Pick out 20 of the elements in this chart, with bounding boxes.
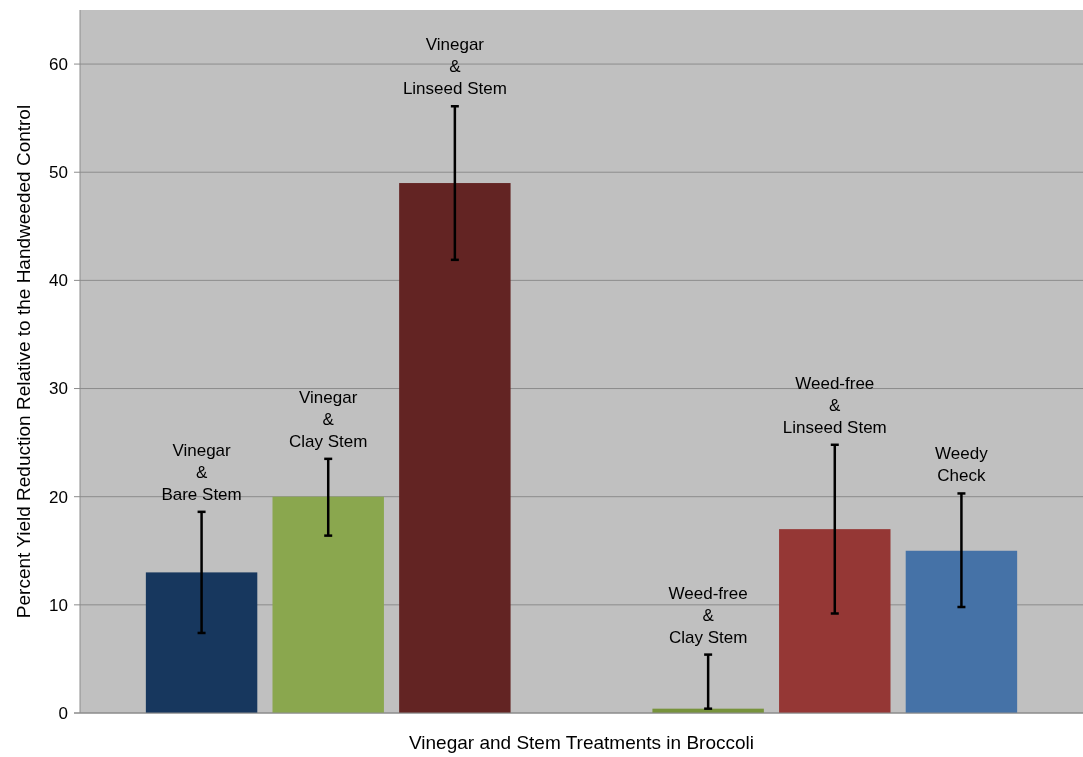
bar [145, 572, 258, 713]
y-tick-label: 50 [49, 163, 68, 183]
x-tick-label: Vinegar & Bare Stem [161, 440, 242, 504]
y-axis-title: Percent Yield Reduction Relative to the Handweeded Control [13, 104, 34, 619]
x-tick-label: Vinegar & Clay Stem [289, 387, 368, 451]
x-tick-label: Weedy Check [935, 444, 989, 486]
bar [905, 550, 1018, 713]
y-tick-label: 0 [58, 703, 68, 723]
y-tick-label: 20 [49, 487, 68, 507]
bar [272, 496, 384, 713]
y-tick-label: 10 [49, 595, 68, 615]
x-tick-label: Vinegar & Linseed Stem [402, 35, 507, 99]
y-tick-label: 40 [49, 271, 68, 291]
bar [399, 183, 511, 713]
x-tick-label: Weed-free & Linseed Stem [782, 373, 887, 437]
y-tick-label: 60 [49, 55, 68, 75]
x-axis-title: Vinegar and Stem Treatments in Broccoli [409, 732, 754, 753]
y-tick-label: 30 [49, 379, 68, 399]
bar [779, 529, 891, 713]
x-tick-label: Weed-free & Clay Stem [668, 583, 748, 647]
